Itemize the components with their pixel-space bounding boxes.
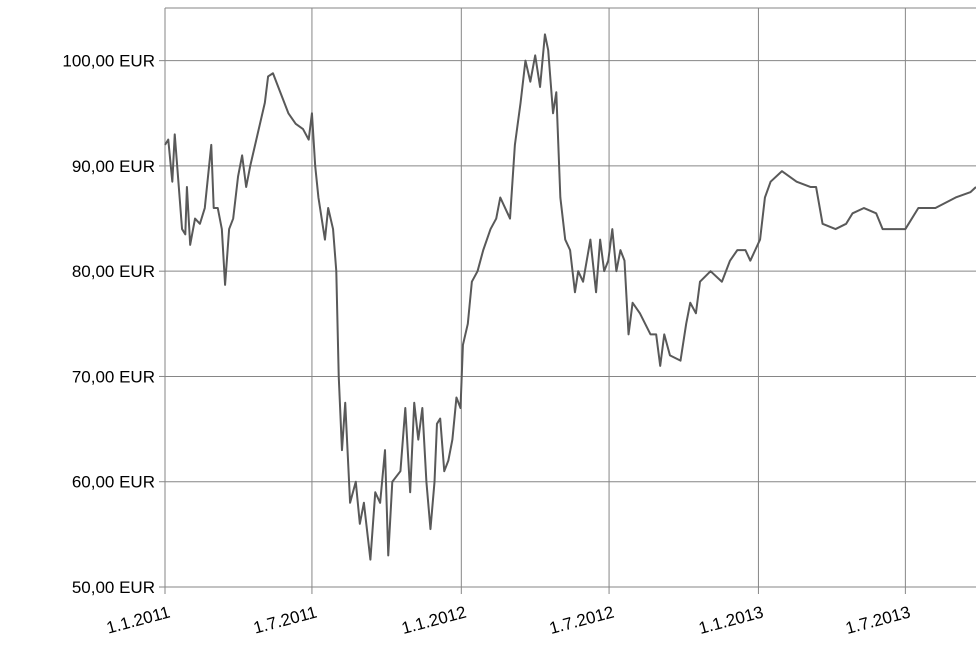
x-tick-label: 1.1.2012	[399, 603, 468, 638]
price-line	[164, 33, 976, 561]
x-tick-label: 1.1.2011	[104, 603, 172, 638]
x-tick-label: 1.7.2012	[547, 603, 616, 638]
y-tick-label: 50,00 EUR	[72, 578, 155, 597]
y-tick-label: 60,00 EUR	[72, 473, 155, 492]
y-tick-label: 90,00 EUR	[72, 157, 155, 176]
x-tick-label: 1.1.2013	[697, 603, 766, 638]
x-tick-label: 1.7.2013	[844, 603, 913, 638]
y-tick-label: 100,00 EUR	[62, 52, 155, 71]
x-tick-label: 1.7.2011	[251, 603, 319, 638]
y-tick-label: 80,00 EUR	[72, 262, 155, 281]
y-tick-label: 70,00 EUR	[72, 367, 155, 386]
